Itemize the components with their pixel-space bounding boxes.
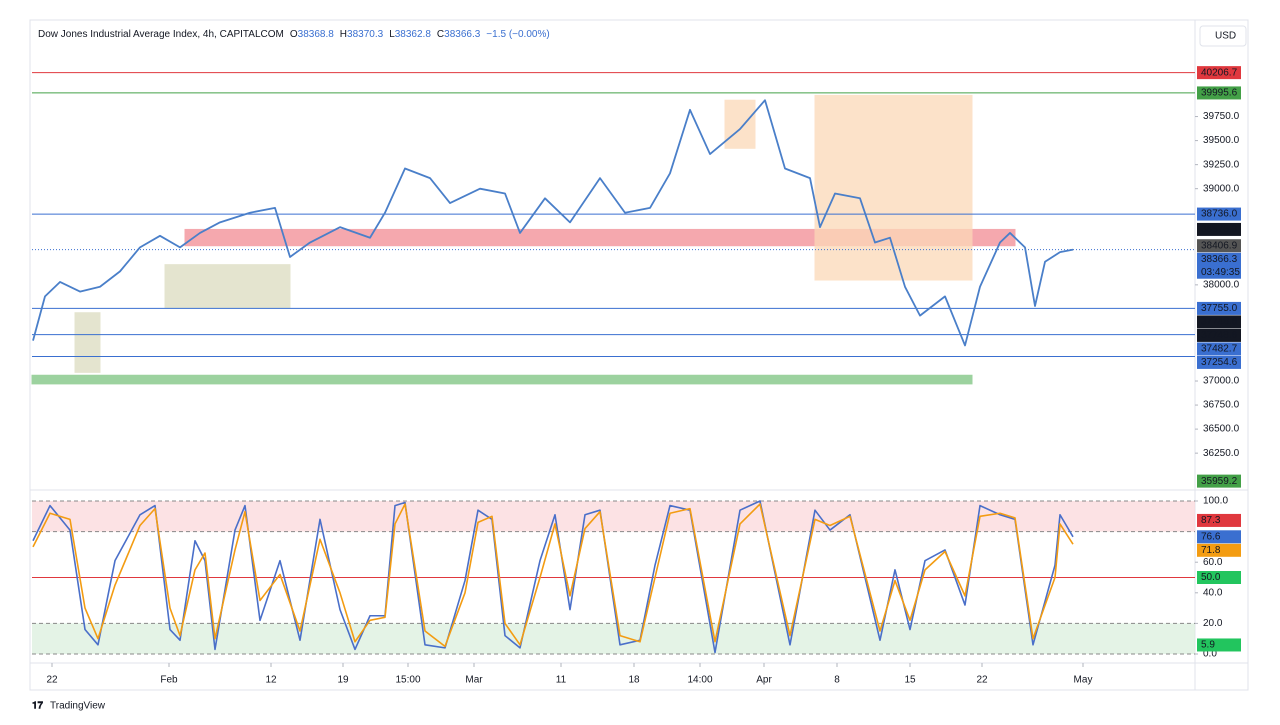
band xyxy=(32,623,1195,654)
level-label: 39995.6 xyxy=(1201,88,1238,99)
change: −1.5 (−0.00%) xyxy=(486,29,549,40)
level-label: 76.6 xyxy=(1201,531,1221,542)
level-badge xyxy=(1197,239,1241,253)
level-label: 37748.6 xyxy=(1201,330,1238,341)
level-badge xyxy=(1197,355,1241,369)
x-tick-label: Mar xyxy=(465,675,483,686)
series-line xyxy=(32,99,1074,347)
level-badge xyxy=(1197,207,1241,221)
y-tick-label: 40.0 xyxy=(1203,587,1223,598)
level-badge xyxy=(1197,571,1241,584)
countdown: 03:49:35 xyxy=(1201,267,1240,278)
x-tick-label: 11 xyxy=(556,675,567,686)
level-label: 37755.0 xyxy=(1201,303,1238,314)
level-label: 37254.6 xyxy=(1201,357,1238,368)
x-tick-label: 15 xyxy=(904,675,916,686)
level-badge xyxy=(1197,474,1241,488)
level-badge xyxy=(1197,342,1241,356)
y-tick-label: 38000.0 xyxy=(1203,279,1240,290)
zone xyxy=(31,374,973,385)
level-badge xyxy=(1197,86,1241,100)
level-badge xyxy=(1197,513,1241,527)
x-tick-label: 14:00 xyxy=(687,675,712,686)
level-label: 71.8 xyxy=(1201,545,1221,556)
y-tick-label: 37000.0 xyxy=(1203,376,1240,387)
level-badge xyxy=(1197,301,1241,315)
header: Dow Jones Industrial Average Index, 4h, … xyxy=(38,29,550,40)
ohlc-key: H xyxy=(340,29,347,40)
y-tick-label: 36750.0 xyxy=(1203,400,1240,411)
x-tick-label: 19 xyxy=(337,675,349,686)
level-badge xyxy=(1197,530,1241,544)
band xyxy=(32,501,1195,532)
ohlc-value: 38370.3 xyxy=(347,29,384,40)
level-badge xyxy=(1197,66,1241,80)
brand: TradingView xyxy=(50,701,106,712)
x-tick-label: 8 xyxy=(834,675,840,686)
y-tick-label: 100.0 xyxy=(1203,496,1228,507)
ohlc-value: 38362.8 xyxy=(395,29,432,40)
zone xyxy=(164,264,291,309)
y-tick-label: 20.0 xyxy=(1203,618,1223,629)
y-tick-label: 36500.0 xyxy=(1203,424,1240,435)
symbol: Dow Jones Industrial Average Index, 4h, … xyxy=(38,29,284,40)
level-badge xyxy=(1197,543,1241,557)
x-tick-label: 22 xyxy=(46,675,58,686)
frame xyxy=(29,19,1249,691)
x-tick-label: May xyxy=(1074,675,1093,686)
y-tick-label: 39750.0 xyxy=(1203,111,1240,122)
level-label: 50.0 xyxy=(1201,572,1221,583)
series-line xyxy=(32,500,1074,654)
level-label: 35959.2 xyxy=(1201,476,1238,487)
level-badge xyxy=(1197,252,1241,279)
level-badge xyxy=(1197,328,1241,342)
y-tick-label: 36250.0 xyxy=(1203,448,1240,459)
level-label: 5.9 xyxy=(1201,640,1215,651)
ohlc-value: 38368.8 xyxy=(298,29,335,40)
level-label: 40206.7 xyxy=(1201,67,1238,78)
x-tick-label: Feb xyxy=(160,675,178,686)
level-label: 87.3 xyxy=(1201,515,1221,526)
x-tick-label: Apr xyxy=(756,675,772,686)
brand-logo: 𝟏𝟕 xyxy=(32,701,44,712)
level-badge xyxy=(1197,315,1241,329)
ohlc-key: L xyxy=(389,29,395,40)
level-label: 37482.7 xyxy=(1201,344,1238,355)
ohlc-value: 38366.3 xyxy=(444,29,481,40)
x-tick-label: 22 xyxy=(976,675,988,686)
level-label: 38576.3 xyxy=(1201,224,1238,235)
x-tick-label: 15:00 xyxy=(395,675,420,686)
y-tick-label: 39250.0 xyxy=(1203,159,1240,170)
currency-button[interactable] xyxy=(1199,25,1247,47)
level-label: 37748.6 xyxy=(1201,317,1238,328)
currency[interactable]: USD xyxy=(1215,31,1236,42)
y-tick-label: 0.0 xyxy=(1203,649,1217,660)
level-label: 38366.3 xyxy=(1201,254,1238,265)
level-label: 38736.0 xyxy=(1201,209,1238,220)
x-tick-label: 12 xyxy=(265,675,277,686)
y-tick-label: 39500.0 xyxy=(1203,135,1240,146)
level-badge xyxy=(1197,638,1241,652)
zone xyxy=(814,94,973,281)
x-tick-label: 18 xyxy=(628,675,640,686)
zone xyxy=(74,312,101,373)
ohlc-key: O xyxy=(290,29,298,40)
y-tick-label: 39000.0 xyxy=(1203,183,1240,194)
series-line xyxy=(32,503,1074,648)
ohlc-key: C xyxy=(437,29,444,40)
level-label: 38406.9 xyxy=(1201,240,1238,251)
level-badge xyxy=(1197,222,1241,236)
zone xyxy=(724,99,756,149)
y-tick-label: 60.0 xyxy=(1203,557,1223,568)
